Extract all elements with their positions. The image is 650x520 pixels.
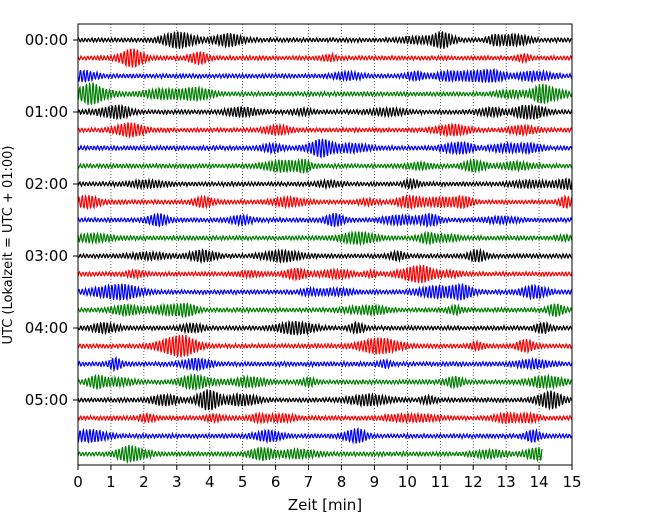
trace-line [77,31,573,50]
trace-line [77,247,573,265]
trace-line [77,177,573,191]
y-tick-label: 02:00 [25,175,68,193]
trace-line [77,67,573,84]
x-tick-label: 14 [530,473,549,491]
y-axis: 00:00 01:00 02:00 03:00 04:00 05:00 [25,31,78,409]
trace-line [77,81,573,106]
x-tick-label: 11 [431,473,450,491]
trace-line [77,389,573,411]
trace-line [77,410,573,426]
y-tick-label: 05:00 [25,391,68,409]
trace-line [77,282,573,302]
trace-line [77,229,573,247]
x-tick-label: 5 [238,473,248,491]
plot-frame [77,23,573,466]
y-tick-label: 03:00 [25,247,68,265]
trace-line [77,122,573,139]
trace-line [77,444,543,464]
trace-line [77,373,573,392]
x-tick-label: 9 [370,473,380,491]
x-tick-label: 8 [337,473,347,491]
x-tick-label: 10 [398,473,417,491]
x-tick-label: 1 [106,473,116,491]
trace-line [77,212,573,229]
x-tick-label: 6 [271,473,281,491]
y-tick-label: 01:00 [25,103,68,121]
trace-line [77,426,573,445]
x-axis-label: Zeit [min] [288,496,362,514]
trace-line [77,138,573,159]
trace-line [77,103,573,121]
y-tick-label: 04:00 [25,319,68,337]
trace-line [77,319,573,336]
y-tick-label: 00:00 [25,31,68,49]
trace-line [77,48,573,68]
trace-line [77,302,573,319]
x-tick-label: 7 [304,473,314,491]
trace-line [77,264,573,284]
trace-line [77,334,573,358]
x-tick-label: 4 [205,473,215,491]
trace-line [77,193,573,211]
x-tick-label: 12 [464,473,483,491]
traces [77,31,573,464]
x-tick-label: 3 [172,473,182,491]
x-tick-label: 2 [139,473,149,491]
trace-line [77,157,573,175]
x-tick-label: 0 [73,473,83,491]
x-tick-label: 15 [562,473,581,491]
x-axis: 0 1 2 3 4 5 6 7 8 9 10 11 12 13 14 15 [73,465,582,491]
y-axis-label: UTC (Lokalzeit = UTC + 01:00) [1,146,16,345]
trace-line [77,356,573,373]
x-tick-label: 13 [497,473,516,491]
